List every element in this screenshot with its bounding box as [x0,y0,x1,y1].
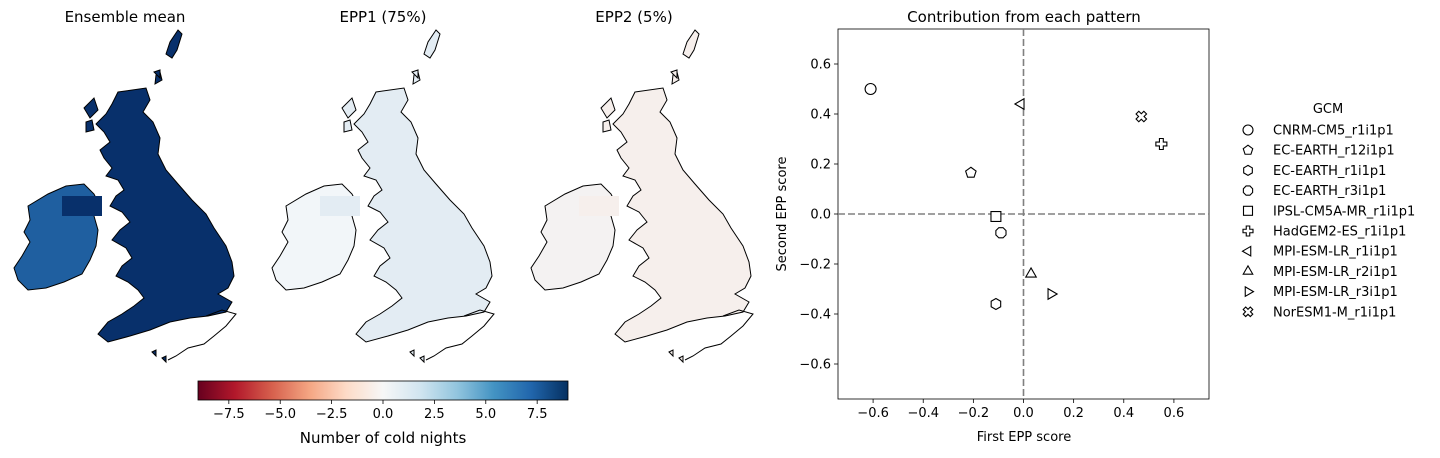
island-shape [670,69,678,80]
y-tick-label: −0.2 [799,258,831,273]
scatter-chart: Contribution from each pattern −0.6 −0.4−… [775,8,1210,445]
y-tick-label: 0.6 [810,58,831,73]
map-title: EPP1 (75%) [340,8,427,26]
map-title: EPP2 (5%) [595,8,672,26]
ni-shape [579,196,619,216]
legend-label: CNRM-CM5_r1i1p1 [1273,124,1394,139]
island-shape [83,97,99,119]
great-britain-shape [612,29,752,343]
island-shape [411,69,419,80]
colorbar: −7.5 −5.0 −2.5 0.0 2.5 5.0 7.5 Number of cold … [197,380,569,447]
legend-label: EC-EARTH_r3i1p1 [1273,184,1386,199]
map-epp1: EPP1 (75%) [271,8,495,364]
legend-marker [1241,245,1252,257]
colorbar-tick-label: −5.0 [264,407,296,422]
point-MPI-ESM-LR_r2i1p1 [1024,266,1038,278]
legend-label: EC-EARTH_r1i1p1 [1273,164,1386,179]
legend-label: MPI-ESM-LR_r3i1p1 [1273,285,1398,300]
y-axis-ticks: −0.6 −0.4 −0.2 0.0 0.2 0.4 0.6 [799,58,838,373]
x-tick-label: 0.4 [1113,406,1134,421]
map-shapes [271,29,495,364]
island-shape [161,355,167,364]
point-IPSL-CM5A-MR_r1i1p1 [990,211,1002,222]
legend-title: GCM [1313,102,1343,117]
colorbar-tick-label: 2.5 [424,407,445,422]
legend-marker [1244,285,1255,298]
island-shape [419,355,425,364]
point-NorESM1-M_r1i1p1 [1135,110,1148,123]
point-EC-EARTH_r1i1p1 [990,297,1002,311]
legend-label: MPI-ESM-LR_r2i1p1 [1273,265,1398,280]
legend-marker [1242,124,1254,136]
legend-label: EC-EARTH_r12i1p1 [1273,144,1395,159]
colorbar-label: Number of cold nights [300,429,467,447]
legend-marker [1243,164,1253,177]
y-tick-label: 0.2 [810,158,831,173]
legend-label: NorESM1-M_r1i1p1 [1273,305,1396,320]
island-shape [151,349,157,358]
x-tick-label: −0.2 [958,406,990,421]
colorbar-gradient [197,380,569,401]
point-EC-EARTH_r3i1p1 [995,227,1007,239]
island-shape [600,97,616,119]
island-shape [343,119,353,133]
legend-label: MPI-ESM-LR_r1i1p1 [1273,245,1398,260]
coastline [684,309,754,361]
point-CNRM-CM5_r1i1p1 [864,82,877,96]
x-tick-label: 0.0 [1013,406,1034,421]
legend-marker [1242,306,1254,318]
reference-lines [838,29,1209,399]
x-axis-ticks: −0.6 −0.4 −0.2 0.0 0.2 0.4 0.6 [857,399,1184,421]
island-shape [85,119,95,133]
colorbar-tick-label: 5.0 [475,407,496,422]
x-tick-label: 0.6 [1164,406,1185,421]
map-epp2: EPP2 (5%) [530,8,754,364]
chart-title: Contribution from each pattern [907,8,1141,26]
island-shape [668,349,674,358]
y-tick-label: 0.0 [810,208,831,223]
map-shapes [13,29,237,364]
y-axis-label: Second EPP score [775,157,790,272]
legend-marker [1242,144,1254,155]
y-tick-label: 0.4 [810,108,831,123]
great-britain-shape [353,29,493,343]
y-tick-label: −0.4 [799,308,831,323]
map-ensemble-mean: Ensemble mean [13,8,237,364]
island-shape [409,349,415,358]
island-shape [341,97,357,119]
legend-label: IPSL-CM5A-MR_r1i1p1 [1273,204,1415,219]
x-tick-label: −0.6 [857,406,889,421]
colorbar-tick-label: −7.5 [213,407,245,422]
x-axis-label: First EPP score [977,430,1071,445]
ni-shape [320,196,360,216]
island-shape [602,119,612,133]
colorbar-tick-label: 7.5 [527,407,548,422]
legend-label: HadGEM2-ES_r1i1p1 [1273,225,1406,240]
x-tick-label: −0.4 [907,406,939,421]
island-shape [678,355,684,364]
colorbar-tick-label: −2.5 [316,407,348,422]
legend: GCM CNRM-CM5_r1i1p1 EC-EARTH_r12i1p1 EC-EA… [1241,102,1415,320]
coastline [425,309,495,361]
point-MPI-ESM-LR_r3i1p1 [1047,287,1059,301]
legend-marker [1242,185,1254,196]
coastline [167,309,237,361]
x-tick-label: 0.2 [1063,406,1084,421]
map-title: Ensemble mean [65,8,186,26]
map-shapes [530,29,754,364]
colorbar-tick-label: 0.0 [373,407,394,422]
island-shape [153,69,161,80]
legend-marker [1242,225,1254,237]
ni-shape [62,196,102,216]
y-tick-label: −0.6 [799,358,831,373]
legend-marker [1242,264,1254,275]
colorbar-ticks: −7.5 −5.0 −2.5 0.0 2.5 5.0 7.5 [213,400,548,422]
point-HadGEM2-ES_r1i1p1 [1155,137,1168,151]
data-points [864,82,1168,311]
point-EC-EARTH_r12i1p1 [964,166,977,178]
great-britain-shape [95,29,235,343]
legend-marker [1242,205,1254,216]
point-MPI-ESM-LR_r1i1p1 [1013,97,1025,111]
